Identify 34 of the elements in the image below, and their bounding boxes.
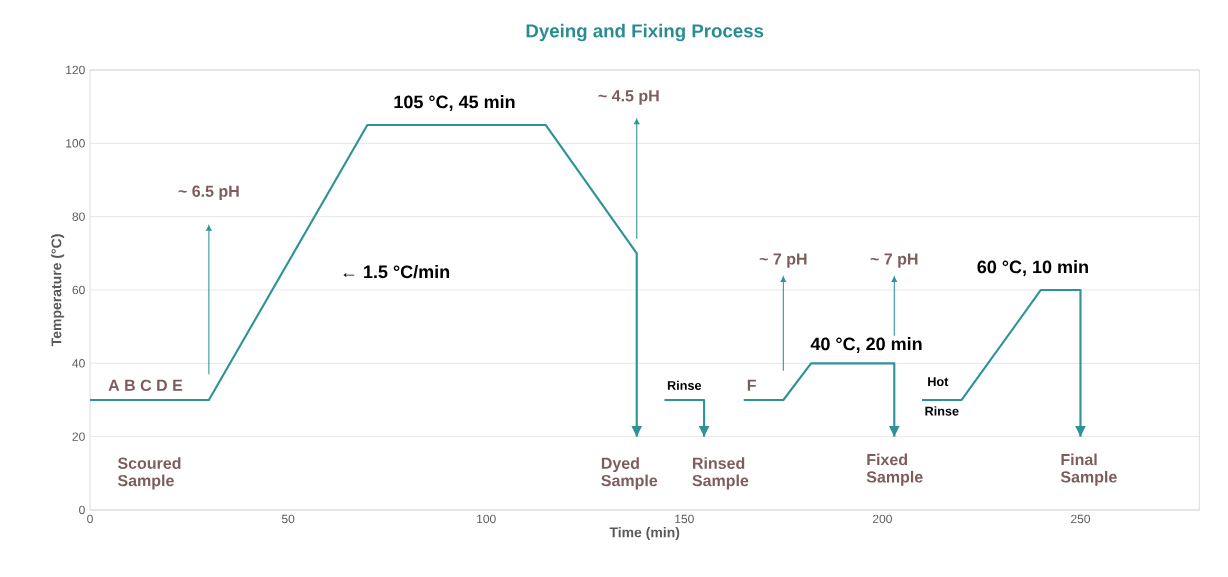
x-tick-label: 100 xyxy=(477,514,496,524)
x-tick-label: 200 xyxy=(872,514,892,524)
x-tick-label: 150 xyxy=(675,514,694,524)
annotation: Fixed Sample xyxy=(866,453,923,486)
annotation: ← 1.5 °C/min xyxy=(343,264,450,279)
y-tick-label: 80 xyxy=(72,212,85,221)
annotation: Rinse xyxy=(925,406,959,416)
annotation: Rinsed Sample xyxy=(692,457,749,490)
x-tick-label: 250 xyxy=(1071,514,1091,524)
annotation: ~ 7 pH xyxy=(759,253,807,268)
y-tick-label: 40 xyxy=(72,359,85,368)
annotation: Final Sample xyxy=(1060,453,1117,486)
annotation: Scoured Sample xyxy=(117,457,181,490)
annotation: 40 °C, 20 min xyxy=(810,337,922,353)
chart-title: Dyeing and Fixing Process xyxy=(526,23,764,42)
y-tick-label: 20 xyxy=(72,432,85,441)
annotation: Dyed Sample xyxy=(601,457,658,490)
y-tick-label: 60 xyxy=(72,285,85,295)
annotation: F xyxy=(747,379,756,391)
annotation: Hot xyxy=(928,377,949,387)
x-tick-label: 0 xyxy=(87,514,93,524)
x-tick-label: 50 xyxy=(281,514,295,524)
annotation: 60 °C, 10 min xyxy=(977,260,1088,276)
y-tick-label: 100 xyxy=(66,139,85,148)
annotation: ~ 6.5 pH xyxy=(178,185,239,201)
annotation: 105 °C, 45 min xyxy=(394,95,515,111)
annotation: ~ 4.5 pH xyxy=(598,90,659,105)
annotation: A B C D E xyxy=(108,379,183,391)
x-axis-title: Time (min) xyxy=(609,527,680,541)
y-axis-title: Temperature (°C) xyxy=(51,234,65,347)
annotation: Rinse xyxy=(667,380,702,390)
y-tick-label: 0 xyxy=(79,505,85,515)
y-tick-label: 120 xyxy=(66,65,85,75)
annotation: ~ 7 pH xyxy=(870,253,918,268)
